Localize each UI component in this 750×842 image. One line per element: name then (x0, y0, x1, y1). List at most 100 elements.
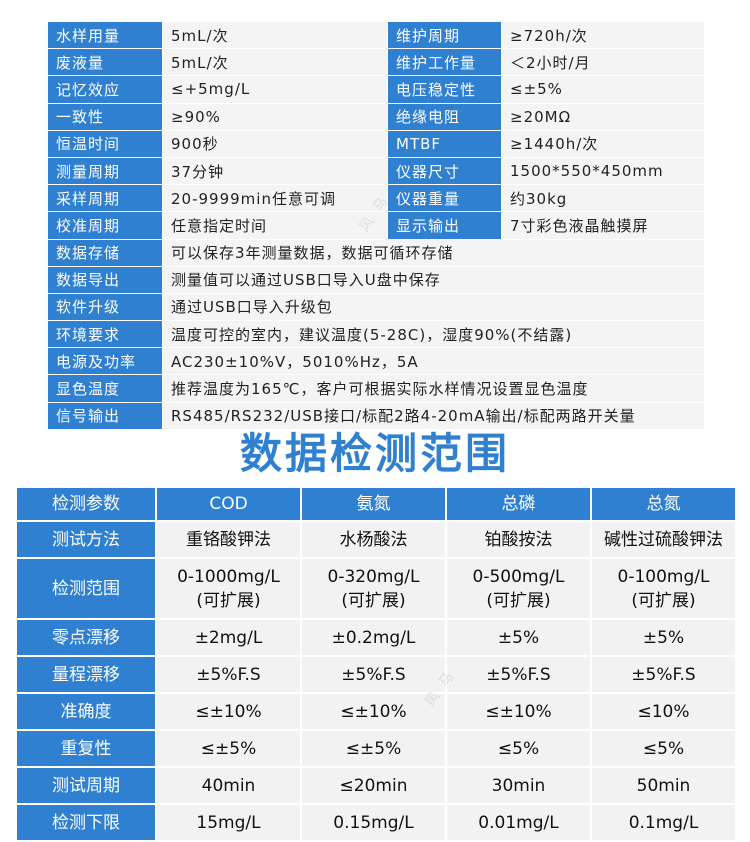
spec-value: ≥90% (162, 102, 388, 131)
spec-row: 一致性 ≥90% 绝缘电阻 ≥20MΩ (47, 102, 705, 131)
range-cell-value: ≤5% (642, 738, 685, 759)
range-cell-value: 碱性过硫酸钾法 (604, 529, 723, 550)
spec-value: 温度可控的室内，建议温度(5-28C)，湿度90%(不结露) (162, 320, 705, 349)
range-cell-value: ≤20min (339, 775, 408, 796)
range-cell-note: (可扩展) (196, 590, 261, 611)
range-cell: ±5%F.S (590, 655, 737, 694)
range-cell: 0-1000mg/L (可扩展) (155, 557, 302, 620)
range-row-label: 重复性 (15, 729, 157, 768)
spec-row: 校准周期 任意指定时间 显示输出 7寸彩色液晶触摸屏 (47, 211, 705, 240)
spec-value: 5mL/次 (162, 48, 388, 77)
range-cell-value: 40min (201, 775, 256, 796)
range-cell-value: 0.01mg/L (478, 812, 559, 833)
range-cell-value: ±5%F.S (196, 664, 261, 685)
range-cell-value: ±0.2mg/L (331, 627, 416, 648)
spec-label: 信号输出 (47, 401, 163, 430)
spec-row: 记忆效应 ≤+5mg/L 电压稳定性 ≤±5% (47, 75, 705, 104)
range-cell: ±5%F.S (155, 655, 302, 694)
spec-row: 恒温时间 900秒 MTBF ≥1440h/次 (47, 129, 705, 158)
range-header-cell: 总磷 (445, 486, 592, 522)
range-cell: ±5%F.S (300, 655, 447, 694)
range-cell: ≤±10% (155, 692, 302, 731)
range-cell-note: (可扩展) (631, 590, 696, 611)
range-cell-value: 30min (491, 775, 546, 796)
range-row: 测试周期 40min ≤20min 30min 50min (15, 766, 737, 805)
range-cell: ≤5% (445, 729, 592, 768)
range-cell: ±5%F.S (445, 655, 592, 694)
spec-value: ≥1440h/次 (501, 129, 705, 158)
range-cell-value: 0-100mg/L (617, 566, 710, 587)
range-cell-value: ±5%F.S (486, 664, 551, 685)
spec-label: 绝缘电阻 (387, 102, 502, 131)
range-cell: 重铬酸钾法 (155, 520, 302, 559)
spec-value: 通过USB口导入升级包 (162, 292, 705, 322)
range-row-label: 测试方法 (15, 520, 157, 559)
range-cell-value: 0-500mg/L (472, 566, 565, 587)
spec-value: AC230±10%V，5010%Hz，5A (162, 347, 705, 376)
range-cell: 0.1mg/L (590, 803, 737, 842)
range-row-label: 测试周期 (15, 766, 157, 805)
range-cell: 0-100mg/L (可扩展) (590, 557, 737, 620)
range-header-cell: 总氮 (590, 486, 737, 522)
range-cell-value: ≤±5% (345, 738, 402, 759)
spec-label: 校准周期 (47, 211, 163, 240)
spec-label: 维护周期 (387, 20, 502, 50)
range-cell: ≤±5% (155, 729, 302, 768)
spec-value: 推荐温度为165℃，客户可根据实际水样情况设置显色温度 (162, 374, 705, 403)
range-row-label: 准确度 (15, 692, 157, 731)
range-cell: 15mg/L (155, 803, 302, 842)
range-header-cell: 氨氮 (300, 486, 447, 522)
spec-row: 废液量 5mL/次 维护工作量 ＜2小时/月 (47, 48, 705, 77)
range-cell-value: ≤5% (497, 738, 540, 759)
range-cell: ≤±5% (300, 729, 447, 768)
spec-row: 信号输出 RS485/RS232/USB接口/标配2路4-20mA输出/标配两路开… (47, 401, 705, 430)
spec-row: 环境要求 温度可控的室内，建议温度(5-28C)，湿度90%(不结露) (47, 320, 705, 349)
spec-value: 约30kg (501, 184, 705, 213)
range-row: 检测范围 0-1000mg/L (可扩展) 0-320mg/L (可扩展) 0-500mg… (15, 557, 737, 620)
spec-value: ≤+5mg/L (162, 75, 388, 104)
spec-value: 900秒 (162, 129, 388, 158)
spec-value: 1500*550*450mm (501, 156, 705, 186)
spec-label: 仪器重量 (387, 184, 502, 213)
spec-row: 数据导出 测量值可以通过USB口导入U盘中保存 (47, 265, 705, 294)
range-cell: ≤10% (590, 692, 737, 731)
spec-row: 水样用量 5mL/次 维护周期 ≥720h/次 (47, 20, 705, 50)
range-cell-value: 铂酸按法 (484, 529, 553, 550)
range-cell-value: ±5%F.S (631, 664, 696, 685)
spec-value: 可以保存3年测量数据，数据可循环存储 (162, 238, 705, 267)
range-cell-value: ±5%F.S (341, 664, 406, 685)
range-row-label: 零点漂移 (15, 618, 157, 657)
spec-row: 显色温度 推荐温度为165℃，客户可根据实际水样情况设置显色温度 (47, 374, 705, 403)
range-cell-value: 50min (636, 775, 691, 796)
range-cell: 0-320mg/L (可扩展) (300, 557, 447, 620)
range-cell-value: 15mg/L (196, 812, 261, 833)
range-cell: ≤±10% (300, 692, 447, 731)
range-cell: ≤5% (590, 729, 737, 768)
range-cell-value: 0-320mg/L (327, 566, 420, 587)
range-cell: ±0.2mg/L (300, 618, 447, 657)
spec-label: 一致性 (47, 102, 163, 131)
spec-value: ≥720h/次 (501, 20, 705, 50)
range-cell: 30min (445, 766, 592, 805)
spec-label: 维护工作量 (387, 48, 502, 77)
range-row: 准确度 ≤±10% ≤±10% ≤±10% ≤10% (15, 692, 737, 731)
range-cell-value: ±5% (642, 627, 685, 648)
range-cell: ≤20min (300, 766, 447, 805)
range-cell-value: 水杨酸法 (339, 529, 408, 550)
spec-label: 数据存储 (47, 238, 163, 267)
range-row-label: 检测下限 (15, 803, 157, 842)
range-cell: ±2mg/L (155, 618, 302, 657)
range-cell: 碱性过硫酸钾法 (590, 520, 737, 559)
range-cell: 0.01mg/L (445, 803, 592, 842)
spec-label: 采样周期 (47, 184, 163, 213)
spec-value: 37分钟 (162, 156, 388, 186)
range-cell: 50min (590, 766, 737, 805)
spec-value: ≥20MΩ (501, 102, 705, 131)
range-cell: ±5% (590, 618, 737, 657)
spec-row: 采样周期 20-9999min任意可调 仪器重量 约30kg (47, 184, 705, 213)
spec-label: 废液量 (47, 48, 163, 77)
spec-label: MTBF (387, 129, 502, 158)
range-cell: 0.15mg/L (300, 803, 447, 842)
spec-label: 恒温时间 (47, 129, 163, 158)
range-cell: 40min (155, 766, 302, 805)
